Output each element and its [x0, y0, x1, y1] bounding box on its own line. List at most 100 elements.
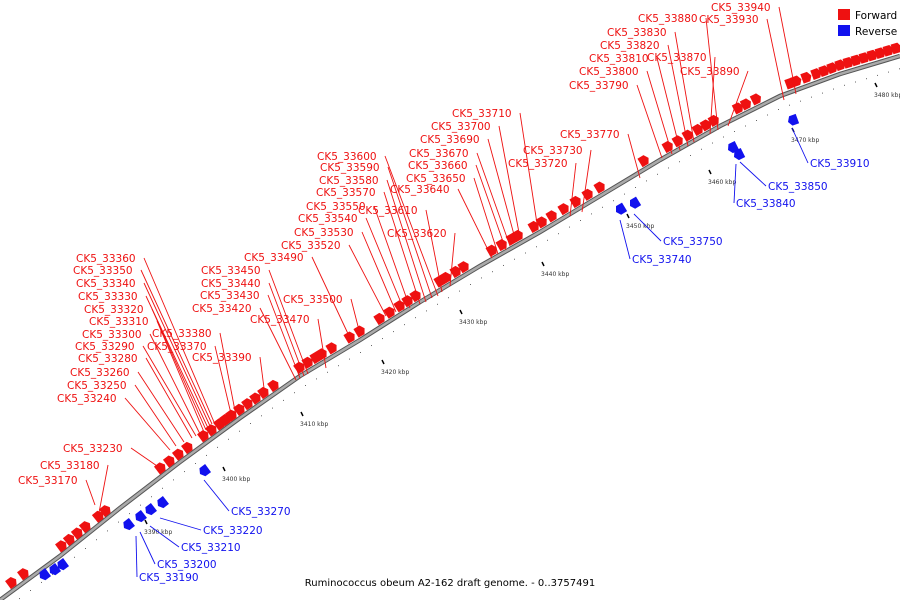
forward-gene [882, 44, 894, 57]
forward-gene-label: CK5_33520 [281, 240, 341, 252]
reverse-gene-arrow [728, 141, 740, 154]
reverse-leader-line [139, 531, 156, 565]
forward-leader-line [214, 345, 233, 419]
forward-gene-arrow [691, 123, 703, 137]
forward-leader-line [646, 70, 673, 155]
minor-tick [107, 530, 108, 532]
minor-tick [822, 92, 823, 94]
minor-tick [800, 100, 801, 102]
forward-gene-arrow [557, 203, 569, 216]
forward-gene [826, 62, 838, 75]
forward-gene [225, 409, 237, 422]
forward-gene [485, 244, 497, 257]
forward-gene-arrow [749, 93, 761, 106]
forward-leader-line [134, 384, 177, 447]
forward-leader-line [373, 205, 411, 309]
forward-leader-line [142, 345, 197, 437]
reverse-gene [734, 148, 746, 161]
forward-gene-label: CK5_33620 [387, 228, 447, 240]
forward-gene-label: CK5_33450 [201, 265, 261, 277]
minor-tick [569, 226, 570, 228]
tick-label: 3420 kbp [381, 369, 409, 376]
forward-leader-line [569, 162, 577, 217]
minor-tick [437, 303, 438, 305]
forward-gene-arrow [449, 265, 461, 279]
minor-tick [261, 415, 262, 417]
forward-leader-line [383, 191, 421, 305]
reverse-leader-line [159, 517, 202, 531]
forward-gene-label: CK5_33340 [76, 278, 136, 290]
minor-tick [778, 109, 779, 110]
minor-tick [492, 271, 493, 273]
forward-gene-arrow [535, 216, 547, 229]
forward-leader-line [97, 464, 109, 519]
forward-gene-label: CK5_33370 [147, 341, 207, 353]
forward-gene-arrow [593, 181, 605, 194]
minor-tick [547, 239, 548, 241]
minor-tick [294, 392, 295, 394]
forward-gene [301, 356, 313, 369]
forward-leader-line [268, 282, 305, 377]
forward-gene-label: CK5_33540 [298, 213, 358, 225]
forward-gene-arrow [315, 348, 327, 361]
forward-gene-label: CK5_33810 [589, 53, 649, 65]
forward-gene-arrow [527, 220, 539, 234]
minor-tick [140, 504, 141, 506]
minor-tick [52, 573, 53, 575]
forward-gene-arrow [581, 188, 593, 201]
minor-tick [151, 496, 152, 498]
forward-gene-arrow [233, 403, 245, 416]
minor-tick [239, 430, 240, 432]
reverse-gene-arrow [57, 558, 70, 571]
tick-label: 3410 kbp [300, 421, 328, 428]
forward-gene [527, 220, 539, 234]
reverse-leader-line [733, 163, 737, 204]
reverse-leader-line [633, 213, 662, 242]
major-tick [459, 309, 463, 315]
minor-tick [855, 81, 856, 83]
minor-tick [877, 74, 878, 76]
forward-gene [691, 123, 703, 137]
forward-gene [671, 135, 683, 148]
minor-tick [679, 161, 680, 163]
forward-leader-line [219, 332, 237, 417]
minor-tick [305, 385, 306, 386]
forward-gene [439, 271, 451, 285]
forward-gene-arrow [91, 510, 104, 523]
minor-tick [602, 206, 603, 208]
minor-tick [888, 71, 889, 73]
forward-leader-line [766, 18, 785, 101]
label-leader-lines [85, 6, 809, 578]
forward-gene-arrow [62, 533, 75, 547]
forward-gene [545, 210, 557, 223]
forward-gene-label: CK5_33180 [40, 460, 100, 472]
forward-leader-line [449, 232, 456, 287]
forward-leader-line [705, 17, 719, 131]
forward-gene-arrow [301, 356, 313, 369]
reverse-gene [199, 464, 212, 477]
forward-leader-line [267, 294, 301, 379]
minor-tick [756, 120, 757, 121]
forward-gene-arrow [267, 379, 279, 393]
minor-tick [19, 598, 20, 600]
forward-leader-line [475, 164, 507, 251]
legend-reverse-swatch [838, 25, 850, 36]
major-tick [874, 82, 878, 88]
forward-gene [707, 114, 719, 128]
tick-label: 3430 kbp [459, 319, 487, 326]
minor-tick [503, 264, 504, 266]
forward-gene [449, 265, 461, 279]
minor-tick [470, 284, 471, 285]
reverse-gene-label: CK5_33200 [157, 559, 217, 571]
minor-tick [30, 590, 31, 591]
reverse-gene-label: CK5_33210 [181, 542, 241, 554]
forward-leader-line [674, 31, 695, 143]
forward-gene-arrow [661, 140, 673, 154]
forward-gene-arrow [5, 576, 17, 590]
forward-gene-label: CK5_33600 [317, 151, 377, 163]
minor-tick [173, 479, 174, 481]
minor-tick [206, 454, 207, 456]
minor-tick [41, 581, 42, 583]
forward-gene [62, 533, 75, 547]
forward-gene-arrow [162, 455, 175, 468]
